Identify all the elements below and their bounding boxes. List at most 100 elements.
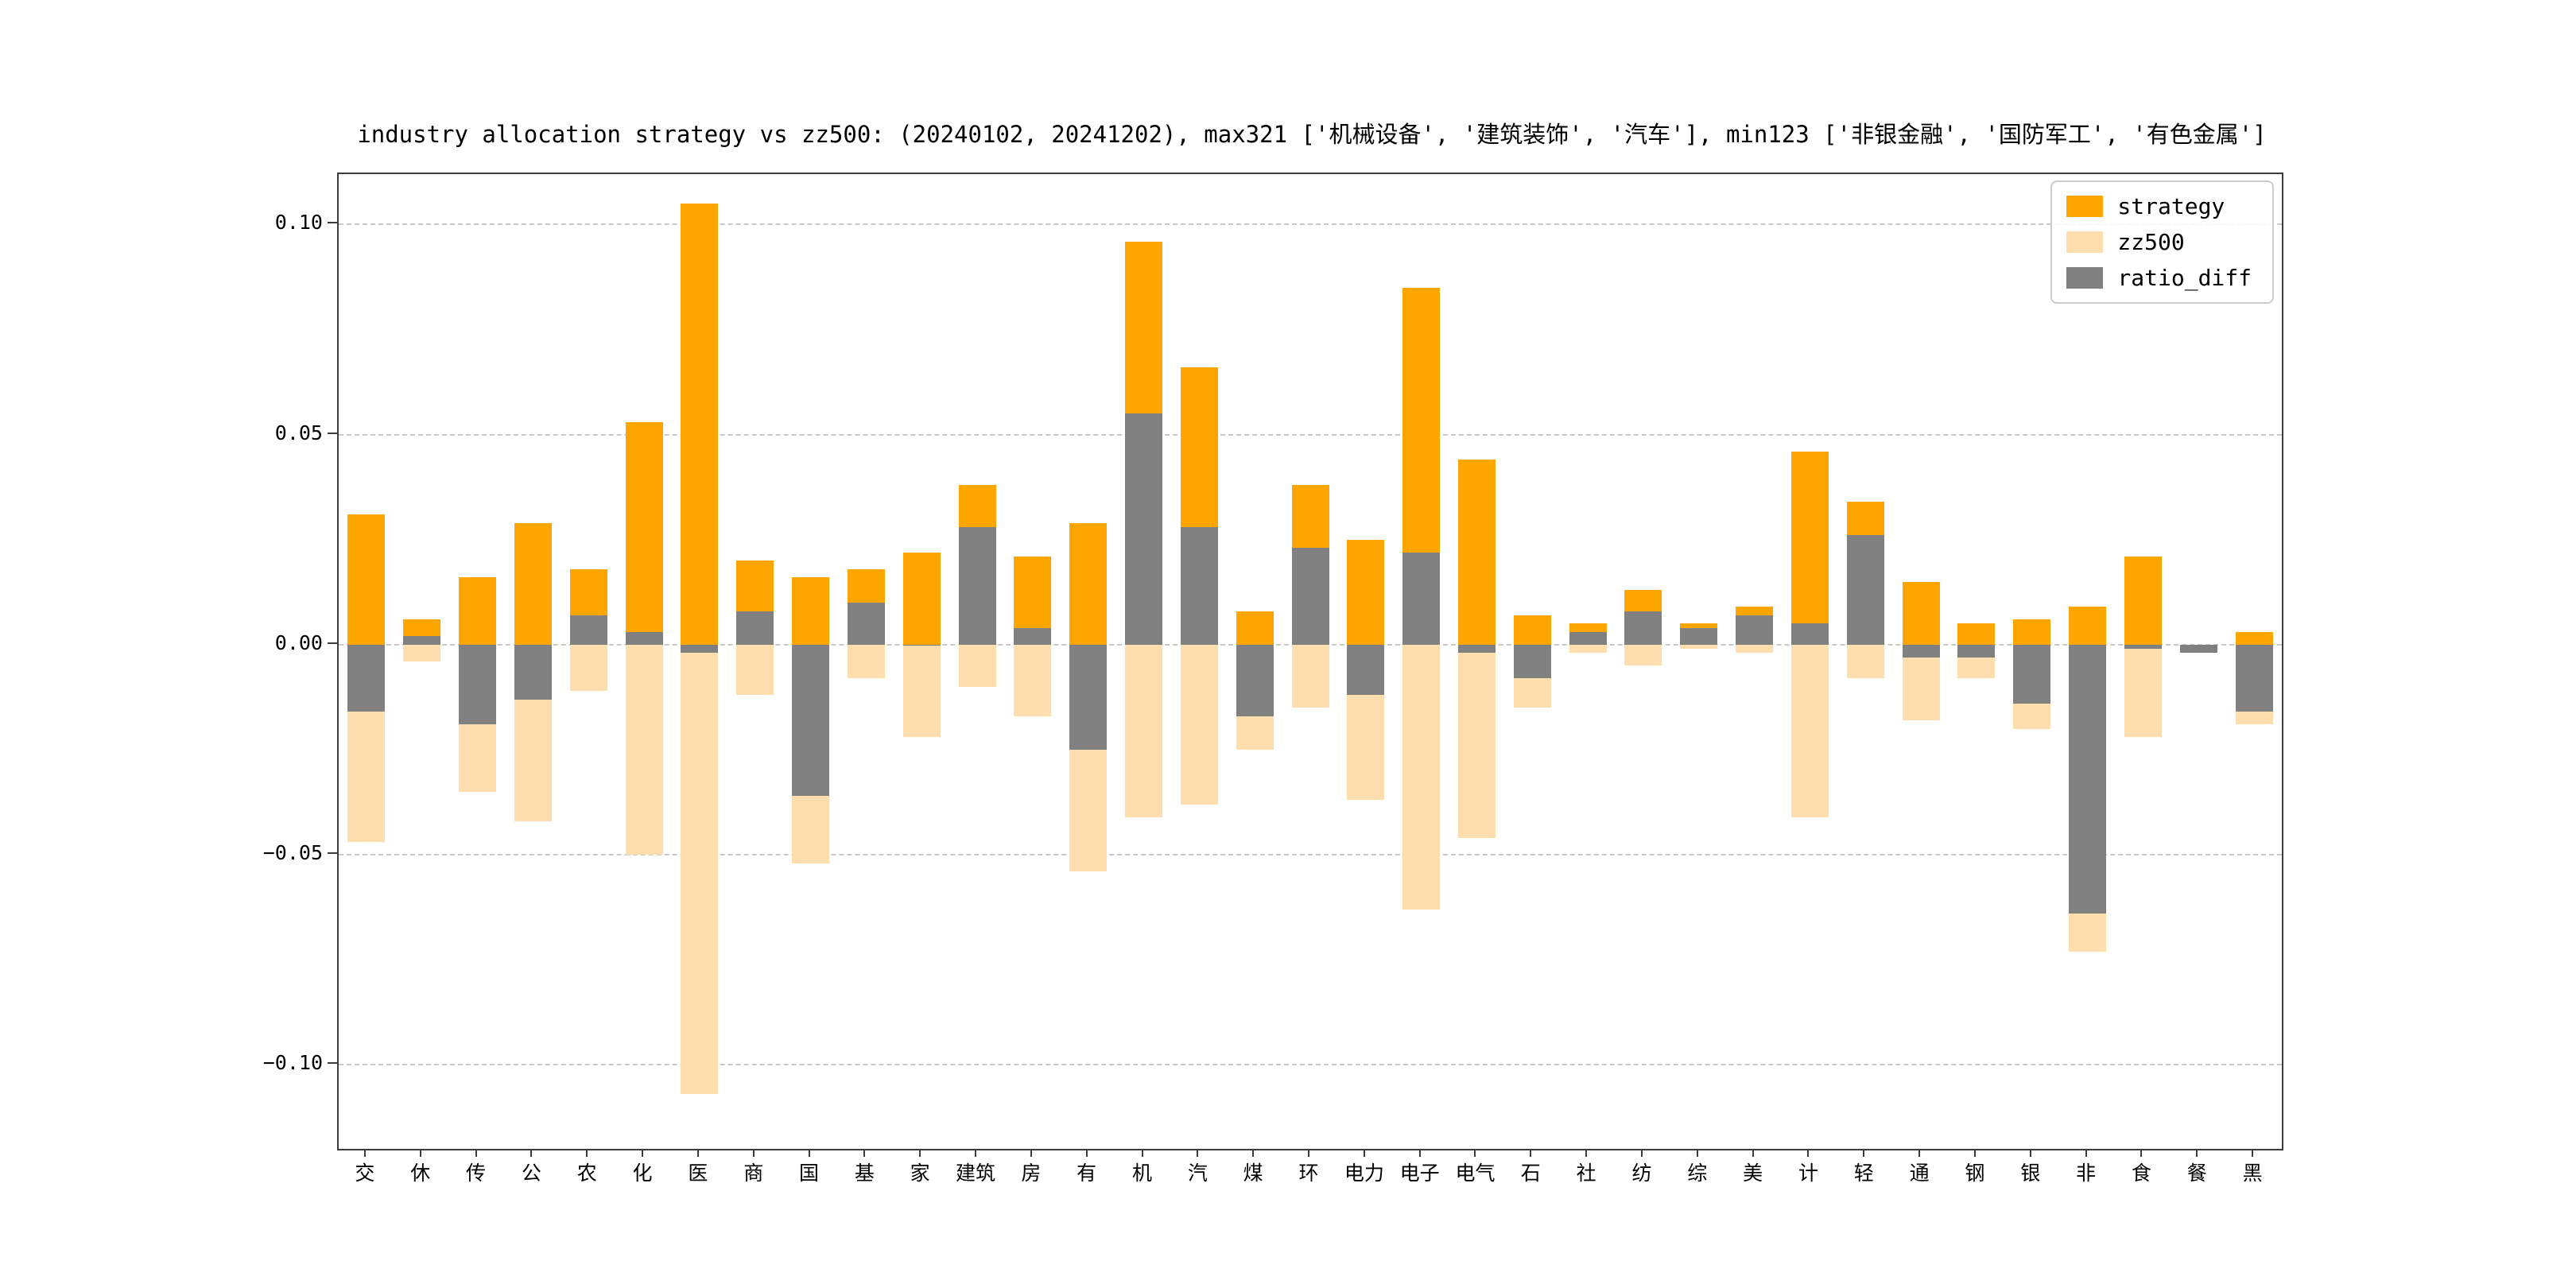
bar-ratio_diff [1069,644,1107,750]
x-tick-mark [2252,1149,2254,1157]
bar-zz500 [1791,644,1829,817]
bar-strategy [626,421,663,645]
y-axis-tick-label: −0.10 [262,1051,323,1075]
bar-zz500 [1014,644,1051,716]
y-axis-tick-label: 0.05 [274,421,323,444]
x-tick-mark [696,1149,699,1157]
x-tick-mark [1474,1149,1476,1157]
gridline [339,1064,2282,1066]
y-axis-tick-label: 0.00 [274,630,323,654]
x-tick-mark [1363,1149,1365,1157]
x-tick-mark [1418,1149,1421,1157]
bar-strategy [792,577,829,645]
bar-ratio_diff [848,603,885,645]
gridline [339,223,2282,226]
y-tick-mark [328,1062,337,1065]
x-axis-tick-label: 商 [743,1162,764,1185]
x-axis-tick-label: 机 [1131,1162,1152,1185]
bar-strategy [681,203,718,645]
x-tick-mark [1252,1149,1255,1157]
bar-strategy [1236,611,1274,645]
bar-strategy [1347,539,1384,645]
bar-zz500 [959,644,996,687]
bar-zz500 [403,644,440,661]
x-axis-tick-label: 钢 [1965,1162,1985,1185]
x-tick-mark [919,1149,921,1157]
x-axis-tick-label: 建筑 [956,1162,996,1185]
x-axis-tick-label: 传 [466,1162,487,1185]
bar-strategy [1458,460,1496,645]
x-axis-tick-label: 汽 [1187,1162,1208,1185]
x-tick-mark [1530,1149,1532,1157]
bar-ratio_diff [1736,615,1773,645]
bar-strategy [514,522,552,645]
bar-strategy [1069,522,1107,645]
bar-zz500 [1125,644,1162,817]
bar-zz500 [1624,644,1662,666]
x-tick-mark [1918,1149,1921,1157]
x-tick-mark [1807,1149,1810,1157]
bar-zz500 [626,644,663,855]
y-axis-tick-label: −0.05 [262,841,323,865]
bar-strategy [1514,615,1551,645]
bar-ratio_diff [347,644,385,712]
x-tick-mark [808,1149,810,1157]
bar-ratio_diff [1125,413,1162,645]
x-axis-tick-label: 基 [854,1162,875,1185]
chart-title: industry allocation strategy vs zz500: (… [357,121,2267,148]
bar-ratio_diff [2069,644,2106,914]
bar-zz500 [1680,644,1717,650]
legend-label: zz500 [2117,229,2185,255]
bar-ratio_diff [1624,611,1662,645]
x-tick-mark [2140,1149,2143,1157]
bar-zz500 [1402,644,1440,910]
bar-ratio_diff [2180,644,2217,654]
bar-zz500 [1292,644,1329,708]
y-tick-mark [328,852,337,855]
bar-strategy [347,514,385,645]
bar-ratio_diff [1569,632,1607,645]
x-axis-tick-label: 社 [1576,1162,1596,1185]
x-tick-mark [1696,1149,1698,1157]
x-axis-tick-label: 环 [1298,1162,1319,1185]
x-axis-tick-label: 交 [355,1162,375,1185]
bar-ratio_diff [736,611,774,645]
x-axis-tick-label: 电力 [1344,1162,1384,1185]
bar-ratio_diff [570,615,607,645]
bar-strategy [1903,581,1940,645]
bar-ratio_diff [1181,526,1218,645]
bar-zz500 [1903,644,1940,720]
x-axis-tick-label: 煤 [1243,1162,1263,1185]
bar-ratio_diff [1957,644,1995,658]
x-tick-mark [2029,1149,2031,1157]
bar-zz500 [1736,644,1773,654]
bar-zz500 [1569,644,1607,654]
x-tick-mark [863,1149,866,1157]
bar-ratio_diff [959,526,996,645]
plot-area: strategy zz500 ratio_diff [337,173,2283,1150]
bar-ratio_diff [1292,548,1329,645]
x-tick-mark [1585,1149,1588,1157]
legend-swatch [2066,231,2104,253]
bar-zz500 [681,644,718,1095]
x-tick-mark [975,1149,977,1157]
legend-swatch [2066,267,2104,289]
bar-zz500 [1458,644,1496,838]
y-tick-mark [328,642,337,644]
bar-ratio_diff [1903,644,1940,658]
bar-strategy [2124,556,2162,645]
x-tick-mark [1085,1149,1088,1157]
bar-strategy [1957,623,1995,645]
legend-item: strategy [2066,193,2252,219]
bar-ratio_diff [792,644,829,797]
bar-strategy [2069,607,2106,645]
bar-ratio_diff [2013,644,2050,704]
x-axis-tick-label: 休 [410,1162,431,1185]
bar-strategy [903,552,941,645]
x-tick-mark [475,1149,477,1157]
x-axis-tick-label: 非 [2076,1162,2097,1185]
bar-ratio_diff [1347,644,1384,696]
bar-ratio_diff [1458,644,1496,654]
x-tick-mark [1141,1149,1143,1157]
